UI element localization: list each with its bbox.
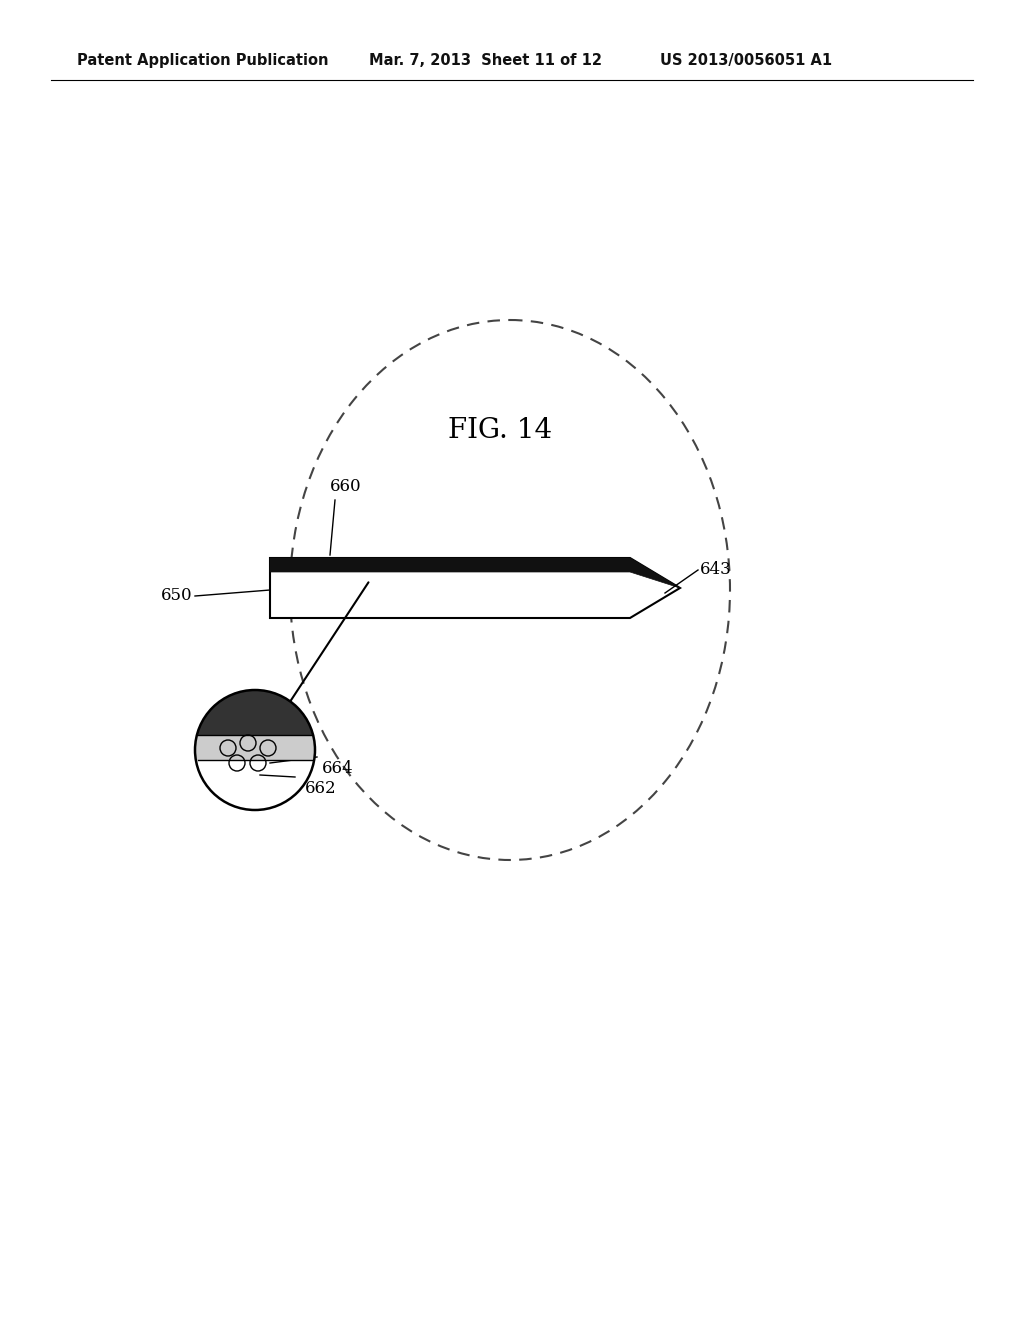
Text: 664: 664: [322, 760, 353, 777]
Text: 643: 643: [700, 561, 732, 578]
Polygon shape: [190, 690, 319, 735]
Polygon shape: [190, 735, 319, 760]
Text: Mar. 7, 2013  Sheet 11 of 12: Mar. 7, 2013 Sheet 11 of 12: [369, 53, 602, 67]
Text: 650: 650: [162, 587, 193, 605]
Polygon shape: [270, 558, 680, 618]
Text: US 2013/0056051 A1: US 2013/0056051 A1: [660, 53, 833, 67]
Polygon shape: [270, 558, 680, 587]
Text: 662: 662: [305, 780, 337, 797]
Text: Patent Application Publication: Patent Application Publication: [77, 53, 329, 67]
Circle shape: [195, 690, 315, 810]
Text: 660: 660: [330, 478, 361, 495]
Text: FIG. 14: FIG. 14: [447, 417, 552, 444]
